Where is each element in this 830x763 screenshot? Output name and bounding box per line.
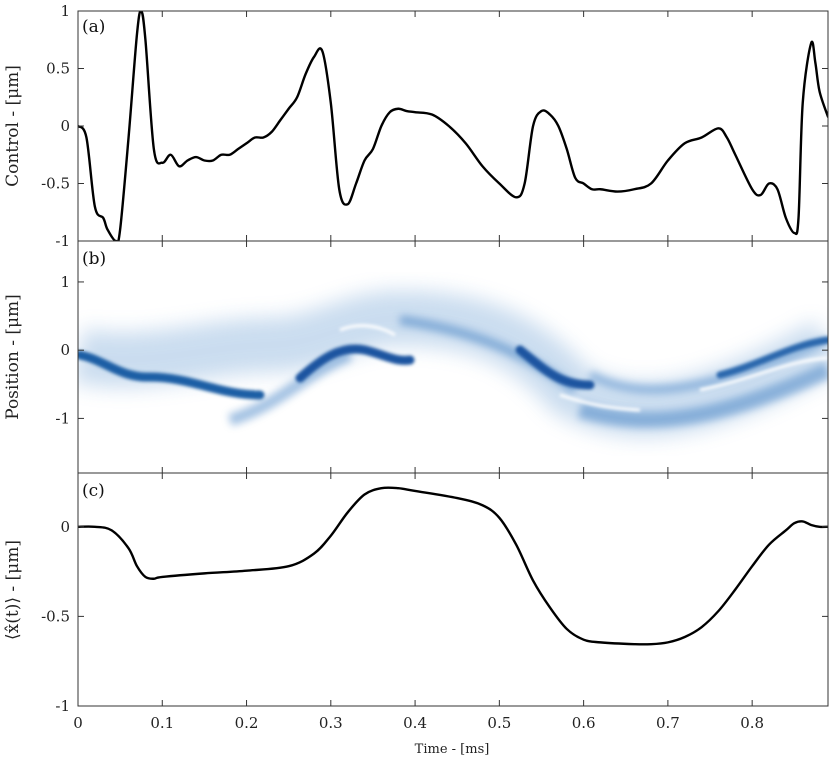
panel-b-ylabel: Position - [μm] <box>3 294 23 420</box>
panel-c-label: (c) <box>82 481 105 501</box>
ytick-label: 0 <box>60 341 70 359</box>
ytick-label: -0.5 <box>41 175 70 193</box>
xtick-label: 0.8 <box>740 714 764 732</box>
panel-c-frame <box>77 472 829 707</box>
ytick-label: -0.5 <box>41 607 70 625</box>
panel-b-label: (b) <box>82 249 106 269</box>
xtick-label: 0.5 <box>487 714 511 732</box>
ytick-label: 0 <box>60 518 70 536</box>
ytick-label: 1 <box>60 2 70 20</box>
ytick-label: -1 <box>55 409 70 427</box>
control-line <box>78 11 828 241</box>
panel-b-position: -1 0 1 (b) Position - [μm] <box>3 240 829 474</box>
xtick-label: 0.1 <box>150 714 174 732</box>
panel-c-xlabel: Time - [ms] <box>415 742 490 757</box>
heatmap-peak-trajectory <box>78 324 828 412</box>
panel-b-yticks: -1 0 1 <box>55 241 828 473</box>
panel-c-expectation: -1 -0.5 0 0 0.1 0.2 0.3 0.4 0.5 0.6 0.7 0.8 (c) ⟨x… <box>3 472 829 757</box>
panel-a-label: (a) <box>82 17 105 37</box>
expectation-line <box>78 486 828 646</box>
xtick-label: 0.3 <box>319 714 343 732</box>
panel-c-ylabel: ⟨x̂(t)⟩ - [μm] <box>3 540 23 640</box>
xtick-label: 0.2 <box>235 714 259 732</box>
panel-c-yticks: -1 -0.5 0 <box>41 518 828 715</box>
ytick-label: 0.5 <box>46 60 70 78</box>
panel-a-control: -1 -0.5 0 0.5 1 (a) Control - [μm] <box>3 2 829 250</box>
heatmap <box>78 290 828 437</box>
panel-c-xticks: 0 0.1 0.2 0.3 0.4 0.5 0.6 0.7 0.8 <box>73 473 764 732</box>
panel-a-frame <box>77 10 829 242</box>
ytick-label: -1 <box>55 232 70 250</box>
panel-a-yticks: -1 -0.5 0 0.5 1 <box>41 2 828 250</box>
xtick-label: 0 <box>73 714 83 732</box>
ytick-label: 1 <box>60 273 70 291</box>
xtick-label: 0.6 <box>572 714 596 732</box>
xtick-label: 0.7 <box>656 714 680 732</box>
panel-a-ylabel: Control - [μm] <box>3 65 23 187</box>
ytick-label: -1 <box>55 697 70 715</box>
xtick-label: 0.4 <box>403 714 427 732</box>
ytick-label: 0 <box>60 117 70 135</box>
